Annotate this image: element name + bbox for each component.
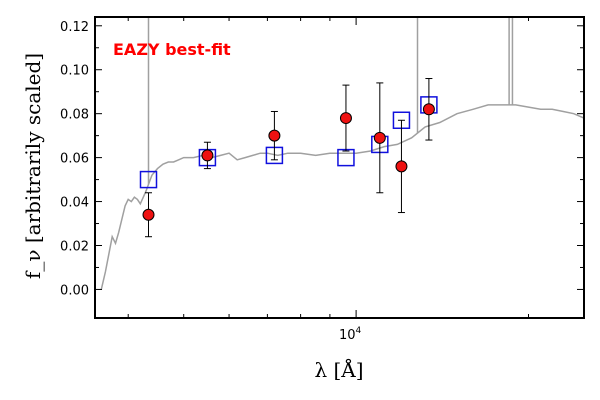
model-flux-marker [337, 148, 355, 167]
x-tick-label: 104 [339, 326, 362, 343]
observed-flux-point [422, 103, 435, 116]
y-tick-label: 0.12 [60, 20, 89, 35]
y-tick-label: 0.00 [60, 283, 89, 298]
template-spectrum [100, 17, 585, 290]
y-tick-label: 0.08 [60, 108, 89, 123]
axis-ticks [95, 17, 584, 318]
plot-frame [94, 16, 585, 319]
x-axis-label: λ [Å] [314, 357, 363, 382]
template-line [100, 104, 585, 290]
model-points [139, 96, 438, 189]
model-flux-marker [139, 170, 158, 189]
observed-flux-point [201, 149, 214, 162]
y-tick-label: 0.02 [60, 239, 89, 254]
observed-flux-point [395, 160, 408, 173]
observed-flux-point [339, 112, 352, 125]
observed-flux-point [373, 131, 386, 144]
observed-flux-point [268, 129, 281, 142]
observed-points [142, 78, 435, 238]
y-tick-label: 0.04 [60, 196, 89, 211]
observed-flux-point [142, 208, 155, 221]
y-tick-labels: 0.00 0.02 0.04 0.06 0.08 0.10 0.12 [60, 20, 89, 299]
y-axis-label: f_ν [arbitrarily scaled] [21, 53, 45, 279]
y-tick-label: 0.10 [60, 64, 89, 79]
eazy-best-fit-label: EAZY best-fit [113, 40, 231, 59]
x-tick-labels: 104 [339, 326, 362, 343]
y-tick-label: 0.06 [60, 152, 89, 167]
